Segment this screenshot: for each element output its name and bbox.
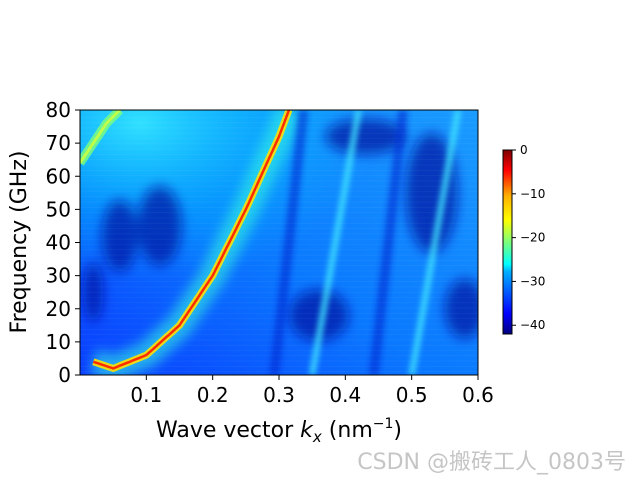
colorbar: 0 −10 −20 −30 −40 (502, 143, 545, 335)
dispersion-branches (80, 110, 293, 373)
dark-region (444, 278, 478, 339)
y-tick-label: 40 (46, 231, 71, 255)
dark-region (101, 199, 138, 272)
dark-region (405, 132, 458, 253)
bright-streak (309, 110, 362, 375)
x-tick-label: 0.5 (396, 383, 428, 407)
colorbar-ticks: 0 −10 −20 −30 −40 (512, 143, 545, 332)
dark-regions (83, 118, 478, 342)
dark-region (325, 118, 406, 155)
dark-streak (269, 110, 309, 375)
y-tick-label: 10 (46, 330, 71, 354)
y-tick-label: 0 (58, 363, 71, 387)
y-tick-label: 80 (46, 98, 71, 122)
colorbar-tick-label: −20 (520, 231, 545, 245)
x-tick-label: 0.6 (462, 383, 494, 407)
dark-region (83, 262, 104, 323)
heatmap-plot-area (80, 110, 478, 375)
colorbar-tick-label: −40 (520, 318, 545, 332)
y-tick-label: 30 (46, 264, 71, 288)
dark-region (137, 185, 182, 266)
main-branch-core (92, 110, 291, 370)
colorbar-tick-label: 0 (520, 143, 528, 157)
dark-streak (368, 110, 409, 375)
x-axis-label: Wave vector kx (nm−1) (156, 416, 402, 446)
bright-streak (408, 110, 462, 375)
dark-region (288, 289, 349, 342)
colorbar-tick-label: −30 (520, 274, 545, 288)
y-tick-label: 70 (46, 131, 71, 155)
x-tick-label: 0.3 (263, 383, 295, 407)
y-axis-label: Frequency (GHz) (7, 151, 32, 334)
watermark-text: CSDN @搬砖工人_0803号 (357, 450, 626, 475)
bright-streaks (269, 110, 462, 375)
y-tick-label: 60 (46, 164, 71, 188)
x-tick-label: 0.1 (130, 383, 162, 407)
y-tick-label: 20 (46, 297, 71, 321)
x-tick-label: 0.4 (329, 383, 361, 407)
upper-branch-core (80, 110, 121, 164)
x-tick-label: 0.2 (197, 383, 229, 407)
x-axis: 0.1 0.2 0.3 0.4 0.5 0.6 (130, 375, 494, 407)
colorbar-tick-label: −10 (520, 187, 545, 201)
colorbar-bar (502, 149, 513, 335)
horizontal-striations (80, 111, 478, 372)
y-tick-label: 50 (46, 197, 71, 221)
y-axis: 0 10 20 30 40 50 60 70 80 (46, 98, 80, 387)
